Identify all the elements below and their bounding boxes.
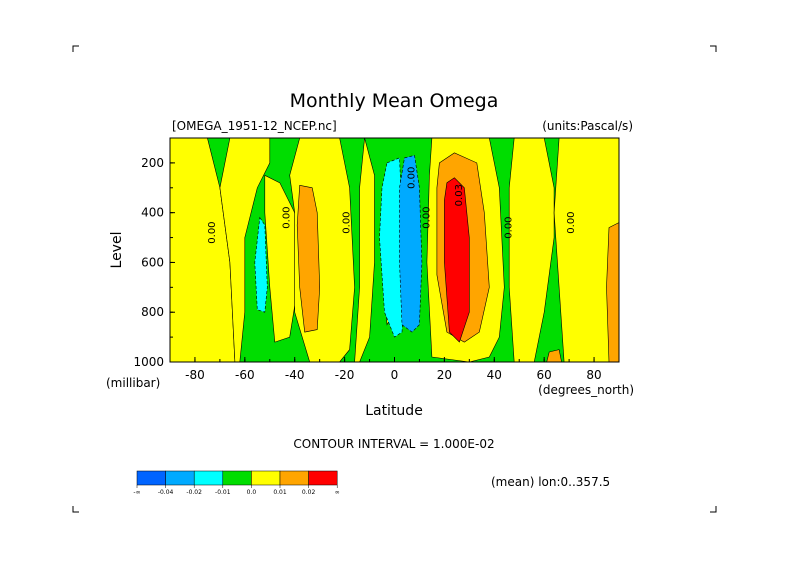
legend-label-2: -0.02 — [186, 489, 202, 496]
contour-region-2 — [264, 174, 301, 343]
contour-label-1: 0.00 — [282, 206, 293, 228]
mean-longitude-label: (mean) lon:0..357.5 — [491, 475, 610, 489]
x-tick-label-5: 20 — [437, 368, 452, 382]
legend-swatch-4 — [251, 470, 281, 486]
x-tick-label-1: -60 — [235, 368, 255, 382]
y-tick-label-2: 600 — [141, 255, 164, 269]
y-unit-label: (millibar) — [106, 376, 160, 390]
contour-region-11 — [606, 222, 619, 362]
contour-label-3: 0.00 — [407, 167, 418, 189]
chart-title: Monthly Mean Omega — [290, 90, 499, 112]
corner-mark-1 — [710, 45, 717, 52]
y-tick-label-4: 1000 — [133, 355, 164, 369]
contour-region-4 — [354, 138, 375, 362]
y-axis: 200 400 600 800 1000 — [133, 137, 175, 369]
legend-label-4: 0.0 — [247, 489, 257, 496]
corner-mark-0 — [72, 45, 79, 52]
x-tick-label-8: 80 — [586, 368, 601, 382]
plot-area: 0.00 0.00 0.00 0.00 0.00 0.00 0.00 0.03 — [170, 138, 619, 362]
x-axis-label: Latitude — [365, 403, 423, 419]
contour-label-4: 0.00 — [421, 206, 432, 228]
x-tick-label-7: 60 — [537, 368, 552, 382]
corner-mark-3 — [710, 506, 717, 513]
x-tick-label-4: 0 — [391, 368, 399, 382]
x-unit-label: (degrees_north) — [538, 383, 634, 397]
units-label: (units:Pascal/s) — [542, 119, 633, 133]
legend-label-5: 0.01 — [273, 489, 287, 496]
contour-label-0: 0.00 — [207, 221, 218, 243]
contour-label-7: 0.03 — [454, 184, 465, 206]
source-file-label: [OMEGA_1951-12_NCEP.nc] — [172, 119, 337, 133]
x-tick-label-3: -20 — [335, 368, 355, 382]
x-tick-label-6: 40 — [487, 368, 502, 382]
contour-label-2: 0.00 — [342, 211, 353, 233]
legend-swatch-1 — [165, 470, 195, 486]
contour-region-1 — [219, 138, 271, 362]
contour-region-7 — [508, 138, 555, 362]
contour-region-12 — [546, 349, 562, 362]
legend-swatch-3 — [222, 470, 252, 486]
corner-mark-2 — [72, 506, 79, 513]
y-axis-label: Level — [109, 232, 125, 269]
x-tick-label-2: -40 — [285, 368, 305, 382]
y-tick-label-1: 400 — [141, 206, 164, 220]
contour-region-16 — [399, 155, 423, 333]
color-legend: -∞ -0.04 -0.02 -0.01 0.0 0.01 0.02 ∞ — [133, 470, 340, 496]
contour-region-15 — [254, 216, 268, 313]
legend-label-0: -∞ — [133, 489, 140, 496]
contour-region-8 — [553, 138, 619, 362]
y-tick-label-3: 800 — [141, 305, 164, 319]
contour-interval-label: CONTOUR INTERVAL = 1.000E-02 — [293, 437, 494, 451]
contour-region-13 — [444, 177, 470, 343]
legend-swatch-5 — [279, 470, 309, 486]
x-axis: -80 -60 -40 -20 0 20 40 60 80 — [169, 357, 620, 382]
y-tick-label-0: 200 — [141, 156, 164, 170]
contour-label-6: 0.00 — [566, 211, 577, 233]
legend-swatch-6 — [308, 470, 338, 486]
x-tick-label-0: -80 — [185, 368, 205, 382]
legend-label-6: 0.02 — [302, 489, 316, 496]
legend-label-1: -0.04 — [158, 489, 174, 496]
legend-swatch-2 — [193, 470, 224, 486]
contour-region-9 — [296, 184, 321, 333]
contour-label-5: 0.00 — [504, 216, 515, 238]
legend-label-3: -0.01 — [215, 489, 231, 496]
legend-swatch-0 — [136, 470, 166, 486]
corner-marks — [72, 45, 717, 513]
legend-label-7: ∞ — [335, 489, 340, 496]
